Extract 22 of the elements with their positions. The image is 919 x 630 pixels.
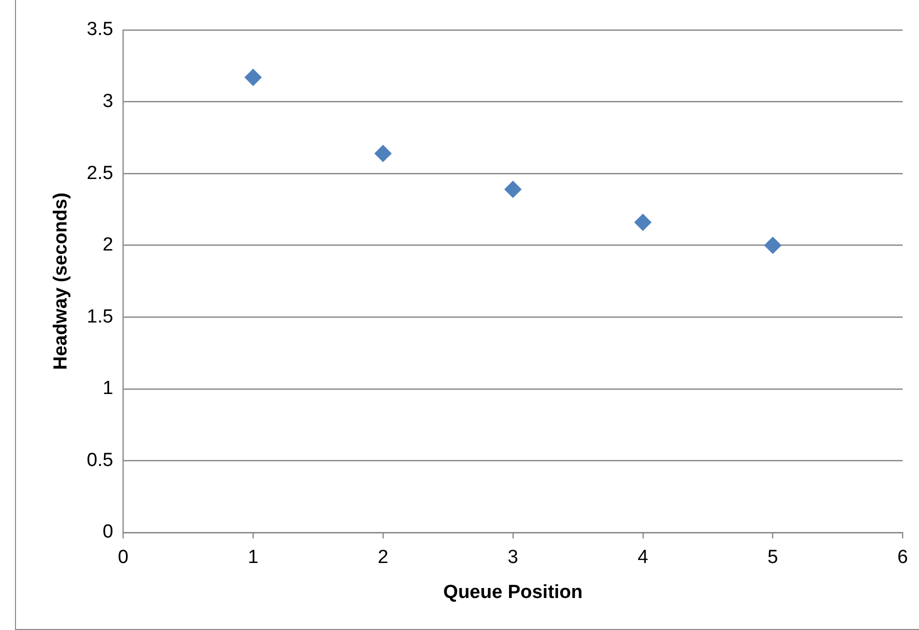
- point: [374, 144, 392, 162]
- y-tick-label: 3.5: [86, 19, 114, 40]
- y-tick-label: 1.5: [86, 306, 114, 328]
- point: [504, 180, 522, 198]
- y-tick-label: 2.5: [86, 162, 114, 184]
- x-tick-label: 5: [768, 547, 778, 568]
- x-tick-label: 4: [638, 547, 649, 568]
- y-axis-title: Headway (seconds): [50, 192, 72, 370]
- point: [244, 68, 262, 86]
- y-tick-label: 2: [102, 234, 114, 256]
- point: [764, 236, 782, 254]
- x-axis-title: Queue Position: [443, 582, 583, 603]
- y-tick-label: 0: [102, 522, 114, 543]
- x-tick-label: 3: [508, 547, 518, 568]
- y-tick-label: 0.5: [86, 450, 114, 471]
- x-tick-label: 0: [118, 547, 128, 568]
- y-tick-label: 1: [102, 378, 114, 400]
- x-tick-label: 2: [378, 547, 388, 568]
- x-tick-label: 6: [897, 547, 908, 568]
- x-tick-label: 1: [248, 547, 258, 568]
- point: [634, 214, 652, 231]
- y-tick-label: 3: [102, 91, 114, 112]
